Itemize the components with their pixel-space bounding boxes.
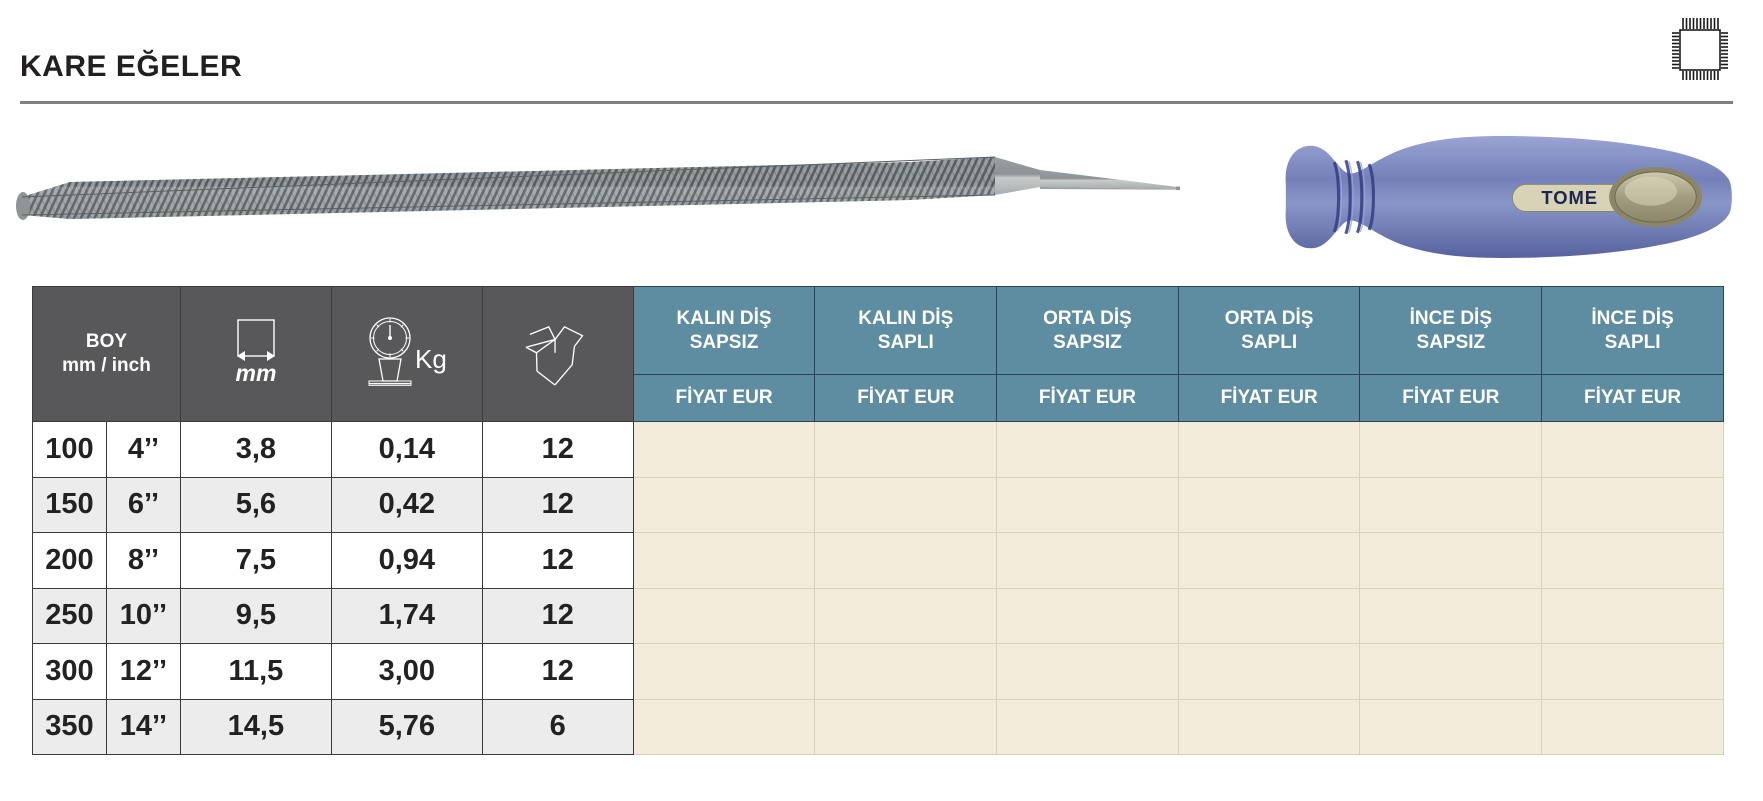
svg-text:TOME: TOME	[1541, 187, 1598, 208]
svg-text:Kg: Kg	[415, 344, 447, 374]
svg-text:mm: mm	[235, 360, 276, 384]
